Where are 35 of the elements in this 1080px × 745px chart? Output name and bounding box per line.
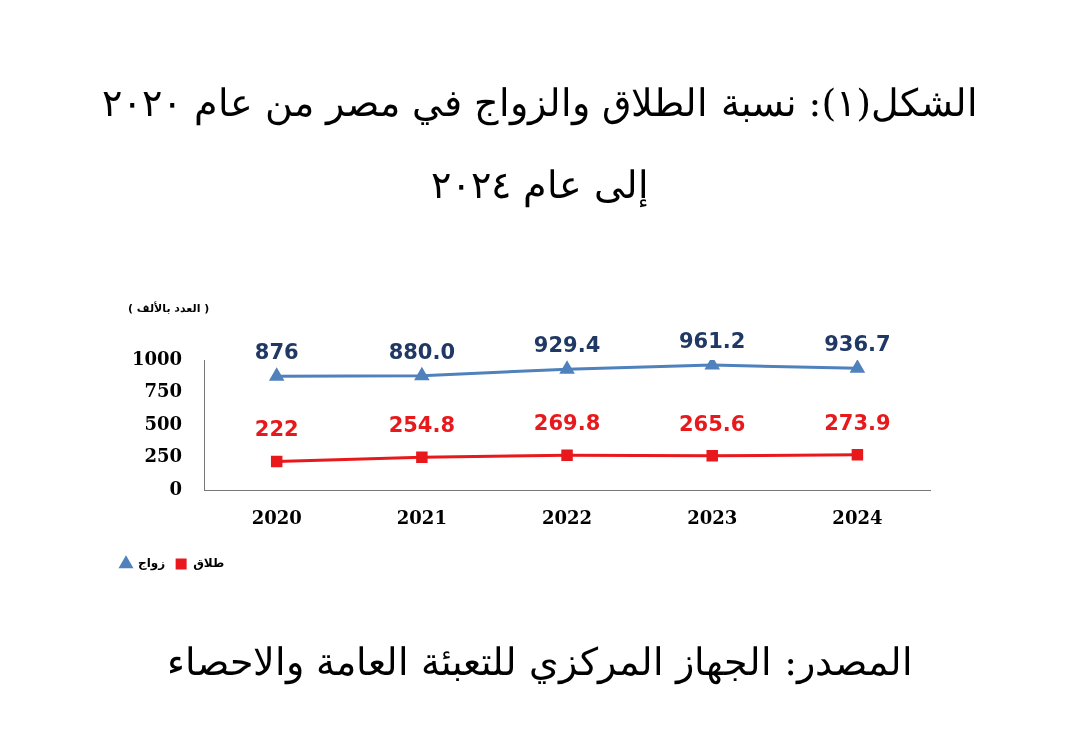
point [269, 368, 284, 381]
point [851, 448, 864, 461]
y-tick-label: 750 [144, 380, 183, 402]
data-label: 880.0 [388, 339, 456, 364]
point [560, 361, 574, 374]
point [416, 451, 428, 463]
data-label: 961.2 [679, 329, 746, 354]
data-label: 876 [254, 340, 299, 365]
legend-label: طلاق [193, 556, 225, 571]
y-tick-label: 0 [169, 478, 183, 500]
data-label: 265.6 [679, 411, 746, 436]
point [705, 360, 719, 370]
x-tick-label: 2020 [251, 506, 302, 528]
point [850, 360, 865, 373]
data-label: 222 [254, 417, 299, 442]
data-label: 929.4 [533, 333, 601, 358]
x-tick-label: 2021 [396, 506, 447, 528]
y-tick-label: 500 [144, 412, 183, 434]
y-axis-title: ( العدد بالألف ) [128, 302, 210, 315]
point [270, 455, 283, 468]
y-tick-label: 250 [144, 445, 183, 467]
data-label: 936.7 [824, 332, 891, 357]
point [706, 450, 718, 462]
x-tick-label: 2023 [687, 506, 738, 528]
text: المصدر: الجهاز المركزي للتعبئة العامة والاحصاء [165, 640, 915, 684]
x-tick-label: 2024 [832, 506, 883, 528]
chart-title: الشكل(١): نسبة الطلاق والزواج في مصر من عام ٢٠٢٠ إلى عام ٢٠٢٤ [100, 80, 980, 210]
data-label: 254.8 [388, 413, 456, 438]
x-tick-label: 2022 [541, 506, 593, 528]
point [415, 368, 429, 381]
data-label: 273.9 [824, 410, 891, 435]
data-label: 269.8 [533, 411, 601, 436]
legend-label: زواج [138, 556, 166, 572]
point [561, 449, 573, 461]
y-tick-label: 1000 [131, 347, 183, 369]
